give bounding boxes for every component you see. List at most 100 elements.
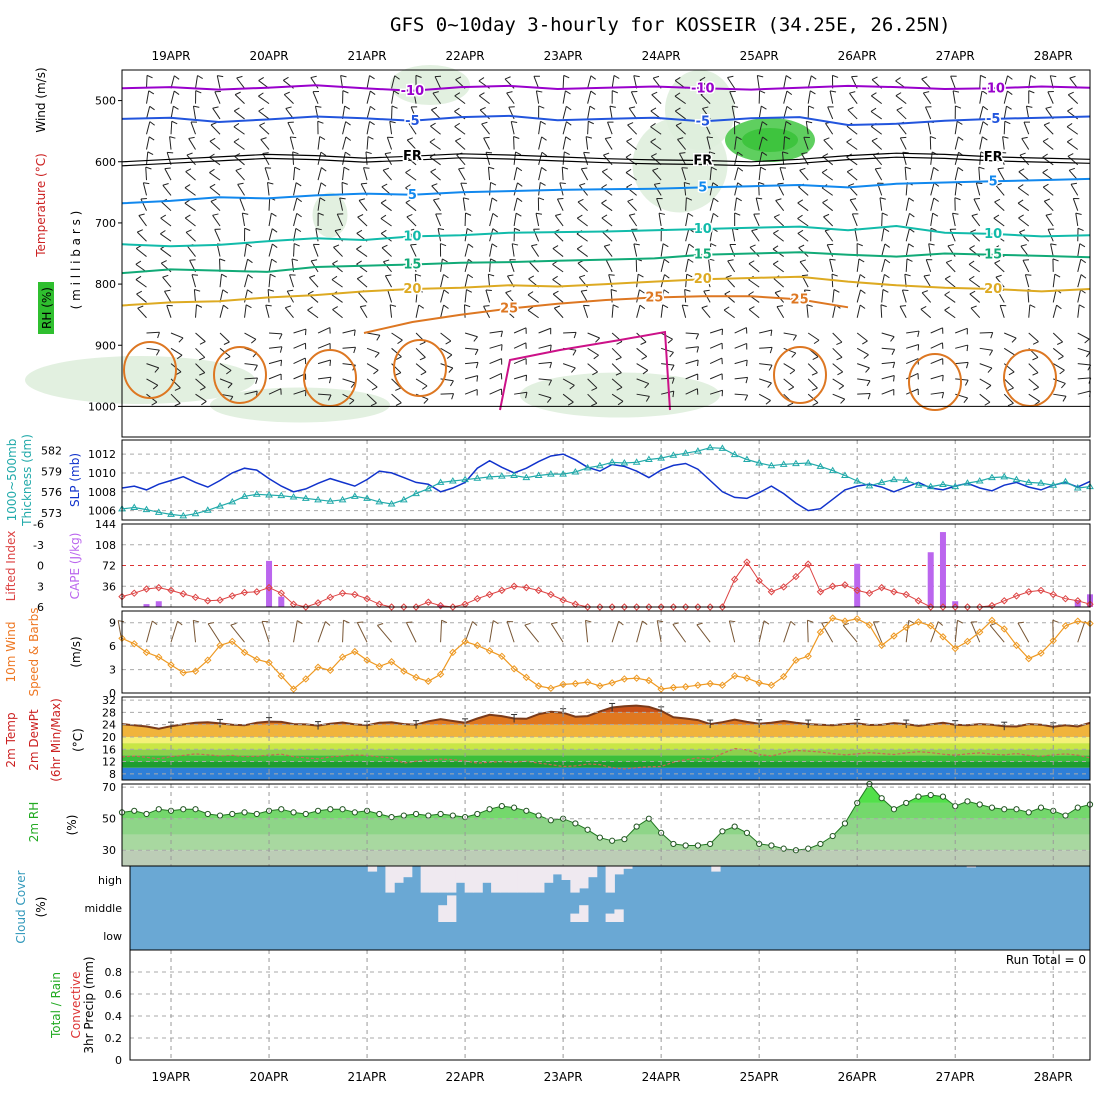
- barb-staff: [832, 393, 845, 400]
- wind-barb-10m: [293, 620, 303, 643]
- rh-marker: [388, 814, 395, 821]
- wind-barb-10m: [146, 620, 158, 643]
- wind-barb-upper: [805, 120, 813, 135]
- barb-staff: [1003, 347, 1016, 356]
- wind-speed-marker: [338, 653, 347, 661]
- rh-marker: [511, 804, 518, 811]
- wind-barb-upper: [146, 90, 155, 104]
- thickness-marker: [963, 479, 972, 486]
- barb-staff: [587, 75, 592, 89]
- temp-line: [121, 704, 1091, 730]
- wind-barb-upper: [969, 290, 981, 303]
- barb-staff: [212, 107, 221, 120]
- barb-staff: [587, 347, 599, 356]
- wind-barb-upper: [489, 228, 498, 242]
- wind-barb-10m: [842, 622, 858, 643]
- barb-flag: [293, 243, 300, 247]
- barb-flag: [591, 387, 598, 391]
- wind-barb-upper: [806, 304, 813, 318]
- barb-staff: [244, 243, 247, 257]
- wind-barb-upper: [734, 327, 748, 334]
- barb-staff: [709, 197, 714, 211]
- wind-barb-upper: [1028, 378, 1039, 391]
- barb-flag: [865, 367, 870, 373]
- wind-tick: 0: [109, 687, 116, 700]
- wind-barb-upper: [807, 90, 816, 104]
- wind-barb-upper: [847, 106, 858, 120]
- barb-flag: [455, 76, 462, 80]
- barb-staff: [930, 213, 934, 227]
- wind-barb-upper: [973, 198, 981, 211]
- barb-staff: [881, 228, 885, 242]
- rh-marker: [780, 845, 787, 852]
- barb-flag: [797, 199, 804, 204]
- thickness-marker: [939, 480, 947, 488]
- wind-barb-upper: [930, 374, 944, 382]
- barb-flag: [724, 290, 731, 295]
- rh-marker: [498, 802, 505, 810]
- barb-flag: [1061, 383, 1066, 389]
- wind-barb-upper: [685, 388, 699, 395]
- wind-speed-marker: [498, 652, 506, 661]
- isotherm-label: 10: [694, 222, 712, 237]
- wind-barb-upper: [195, 363, 206, 376]
- barb-staff: [195, 347, 206, 358]
- barb-staff: [709, 182, 714, 196]
- date-label-top: 19APR: [151, 49, 190, 63]
- wind-barb-upper: [440, 274, 449, 288]
- barb-flag: [391, 105, 398, 109]
- barb-flag: [978, 166, 985, 170]
- barb-flag: [786, 105, 793, 111]
- barb-staff: [658, 213, 662, 227]
- barb-staff: [341, 182, 344, 196]
- thickness-marker: [252, 490, 261, 497]
- barb-staff: [391, 75, 396, 89]
- barb-staff: [685, 243, 690, 257]
- barb-flag: [744, 394, 749, 401]
- barb-flag: [971, 213, 978, 217]
- barb-flag: [797, 214, 803, 219]
- barb-staff: [358, 292, 368, 303]
- barb-staff: [465, 347, 479, 351]
- barb-flag: [385, 274, 392, 277]
- barb-flag: [433, 198, 440, 201]
- wind-barb-10m: [636, 620, 648, 643]
- barb-flag: [767, 382, 772, 388]
- barb-flag: [1043, 122, 1050, 126]
- li-marker: [363, 594, 371, 603]
- barb-flag: [395, 387, 402, 391]
- rh-marker: [694, 842, 701, 849]
- wind-barb-upper: [293, 212, 302, 227]
- barb-flag: [517, 182, 523, 187]
- wind-barb-upper: [587, 332, 600, 343]
- cloud-high-cell: [455, 866, 466, 883]
- barb-flag: [230, 622, 237, 626]
- barb-staff: [895, 95, 907, 105]
- barb-flag: [438, 228, 445, 231]
- wind-barb-upper: [1028, 393, 1040, 406]
- barb-staff: [605, 260, 613, 273]
- barb-staff: [244, 377, 258, 380]
- isotherm-label: 10: [403, 229, 421, 244]
- barb-flag: [1018, 214, 1024, 219]
- wind-barb-upper: [776, 305, 785, 318]
- barb-flag: [377, 623, 384, 626]
- wind-barb-upper: [636, 304, 646, 318]
- barb-flag: [464, 304, 471, 308]
- barb-staff: [585, 136, 589, 150]
- barb-staff: [170, 378, 181, 389]
- barb-staff: [487, 167, 491, 181]
- wind-barb-upper: [604, 136, 613, 150]
- precip-conv-label: Convective: [69, 972, 83, 1039]
- barb-flag: [1018, 168, 1025, 173]
- wind-speed-marker: [130, 640, 138, 648]
- barb-flag: [476, 375, 479, 382]
- wind-barb-upper: [513, 227, 521, 242]
- wind-speed-marker: [755, 679, 763, 687]
- barb-staff: [554, 215, 564, 227]
- wind-tick: 3: [109, 664, 116, 677]
- slp-tick: 1012: [88, 448, 116, 461]
- barb-flag: [760, 166, 767, 171]
- rh-band: [122, 850, 1090, 866]
- wind-barb-upper: [609, 105, 616, 120]
